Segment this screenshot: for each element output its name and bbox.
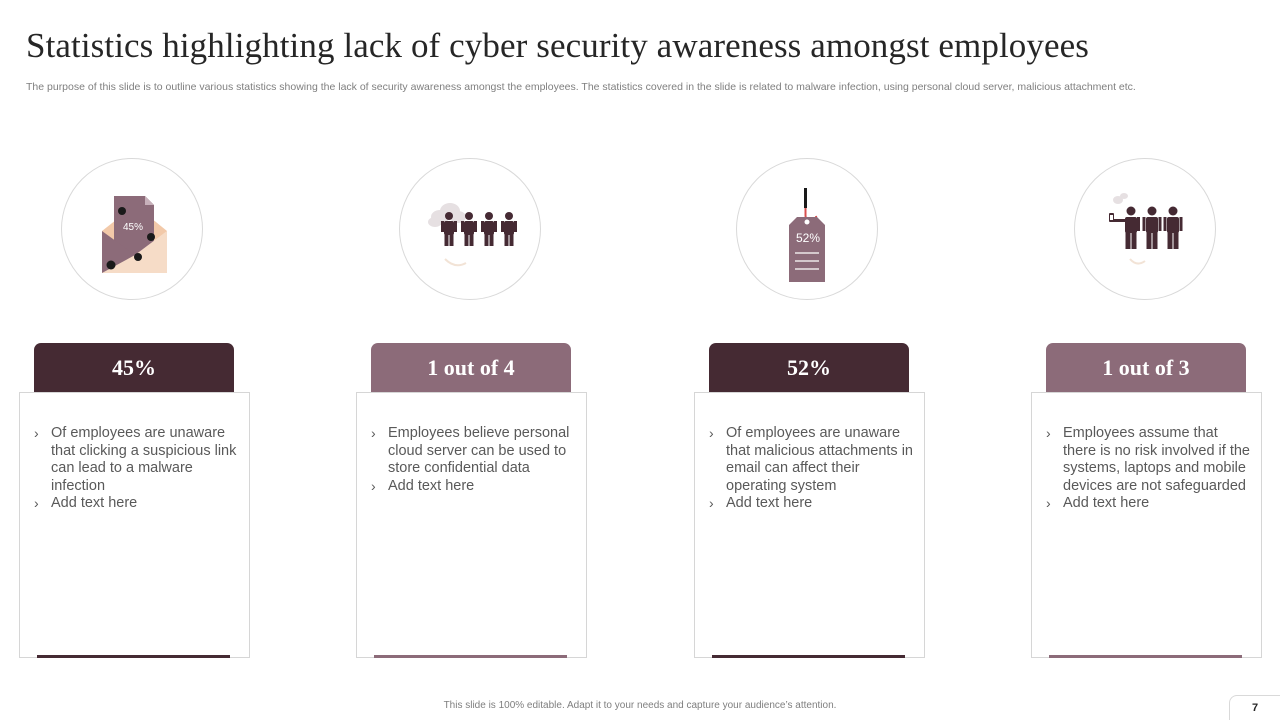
bullet-item: › Employees assume that there is no risk … [1046, 425, 1250, 494]
chevron-right-icon: › [34, 495, 39, 512]
bullet-list: › Of employees are unaware that malicious… [709, 425, 914, 513]
stat-value: 45% [34, 343, 234, 393]
stat-value: 1 out of 3 [1046, 343, 1246, 393]
card-bottom-accent [712, 655, 905, 658]
mobile-employees-icon [1109, 193, 1183, 265]
bullet-item: › Add text here [1046, 495, 1150, 512]
bullet-item: › Add text here [709, 495, 813, 512]
icon-circle [1074, 158, 1216, 300]
chevron-right-icon: › [709, 495, 714, 512]
chevron-right-icon: › [1046, 425, 1051, 441]
stat-value: 52% [709, 343, 909, 393]
page-number: 7 [1229, 695, 1280, 720]
cloud-employees-icon [428, 203, 517, 267]
card-bottom-accent [374, 655, 567, 658]
bullet-list: › Employees believe personal cloud server… [371, 425, 576, 495]
bullet-list: › Employees assume that there is no risk … [1046, 425, 1251, 513]
icon-percent-label: 45% [123, 222, 143, 233]
bullet-item: › Of employees are unaware that clicking … [34, 425, 237, 494]
phishing-tag-icon: 52% [789, 188, 825, 282]
slide-footer: This slide is 100% editable. Adapt it to… [443, 700, 837, 711]
bullet-item: › Employees believe personal cloud server… [371, 425, 570, 477]
stat-column-2: 1 out of 4 › Employees believe personal c… [356, 0, 588, 720]
stat-card: › Employees assume that there is no risk … [1031, 392, 1262, 658]
stat-card: › Employees believe personal cloud server… [356, 392, 587, 658]
malware-envelope-icon: 45% [102, 196, 167, 273]
stat-column-4: 1 out of 3 › Employees assume that there … [1031, 0, 1263, 720]
slide-subtitle: The purpose of this slide is to outline … [26, 81, 1136, 93]
icon-circle: 52% [736, 158, 878, 300]
bullet-item: › Add text here [371, 477, 475, 494]
chevron-right-icon: › [371, 477, 376, 494]
stat-card: › Of employees are unaware that malicious… [694, 392, 925, 658]
bullet-item: › Of employees are unaware that malicious… [709, 425, 913, 494]
icon-circle [399, 158, 541, 300]
icon-percent-label: 52% [796, 231, 820, 245]
bullet-item: › Add text here [34, 495, 138, 512]
stat-value: 1 out of 4 [371, 343, 571, 393]
icon-circle: 45% [61, 158, 203, 300]
chevron-right-icon: › [371, 425, 376, 441]
chevron-right-icon: › [1046, 495, 1051, 512]
stat-column-1: 45% 45% › Of employees are unaware that c… [19, 0, 251, 720]
bullet-list: › Of employees are unaware that clicking … [34, 425, 239, 513]
stat-card: › Of employees are unaware that clicking … [19, 392, 250, 658]
slide-title: Statistics highlighting lack of cyber se… [26, 26, 1089, 65]
chevron-right-icon: › [34, 425, 39, 441]
card-bottom-accent [1049, 655, 1242, 658]
stat-column-3: 52% 52% › Of employees are unaware that m… [694, 0, 926, 720]
chevron-right-icon: › [709, 425, 714, 441]
card-bottom-accent [37, 655, 230, 658]
